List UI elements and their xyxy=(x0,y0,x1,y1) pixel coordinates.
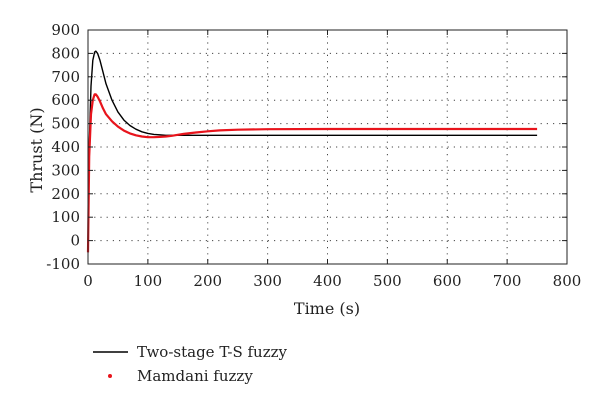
y-tick-label: 600 xyxy=(51,91,80,109)
y-tick-label: 0 xyxy=(70,232,80,250)
y-tick-label: 200 xyxy=(51,185,80,203)
x-axis-title: Time (s) xyxy=(294,299,360,318)
grid xyxy=(88,30,567,264)
y-tick-label: 700 xyxy=(51,68,80,86)
x-tick-label: 300 xyxy=(253,272,282,290)
series-layer xyxy=(86,50,538,253)
x-tick-label: 800 xyxy=(553,272,582,290)
x-tick-label: 400 xyxy=(313,272,342,290)
x-tick-label: 600 xyxy=(433,272,462,290)
series-line-mamdani xyxy=(86,93,538,253)
tick-labels: 0 100 200 300 400 500 600 700 800-10001002003004… xyxy=(46,21,581,290)
y-tick-label: 500 xyxy=(51,115,80,133)
x-tick-label: 100 xyxy=(134,272,163,290)
x-tick-label: 0 xyxy=(83,272,93,290)
y-tick-label: 900 xyxy=(51,21,80,39)
y-tick-label: -100 xyxy=(46,255,80,273)
y-tick-label: 100 xyxy=(51,208,80,226)
ticks xyxy=(87,29,568,265)
y-tick-label: 800 xyxy=(51,44,80,62)
x-tick-label: 700 xyxy=(493,272,522,290)
y-tick-label: 400 xyxy=(51,138,80,156)
legend-label-mamdani: Mamdani fuzzy xyxy=(137,367,253,385)
y-axis-title: Thrust (N) xyxy=(27,107,46,192)
x-tick-label: 200 xyxy=(193,272,222,290)
x-tick-label: 500 xyxy=(373,272,402,290)
legend-label-two-stage: Two-stage T-S fuzzy xyxy=(137,343,288,361)
y-tick-label: 300 xyxy=(51,161,80,179)
legend: Two-stage T-S fuzzy Mamdani fuzzy xyxy=(93,343,288,385)
series-line-two-stage-ts xyxy=(87,50,538,253)
legend-swatch-mamdani xyxy=(108,374,112,378)
